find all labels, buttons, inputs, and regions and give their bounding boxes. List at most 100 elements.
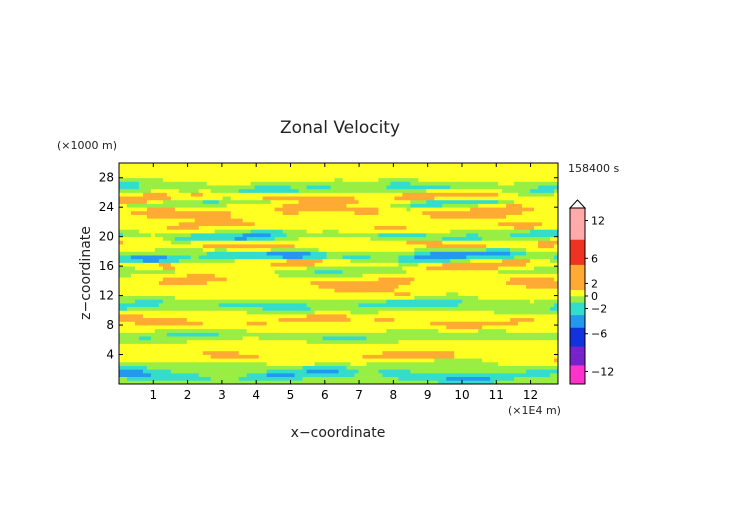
field-cell [178,291,184,296]
field-cell [126,310,132,315]
field-cell [170,288,176,293]
field-cell [166,207,172,212]
field-cell [170,177,176,182]
field-cell [326,306,331,311]
field-cell [222,269,228,274]
field-cell [286,376,292,381]
field-cell [150,277,156,282]
field-cell [146,306,152,311]
field-cell [382,325,387,330]
field-cell [146,181,152,186]
field-cell [434,210,439,215]
field-cell [442,163,447,168]
field-cell [298,350,303,355]
field-cell [234,369,240,374]
field-cell [350,214,355,219]
field-cell [154,358,160,363]
field-cell [178,207,184,212]
field-cell [174,185,180,190]
field-cell [230,199,236,204]
field-cell [294,336,299,341]
field-cell [230,302,236,308]
field-cell [218,207,224,212]
field-cell [410,269,415,274]
field-cell [330,225,335,230]
field-cell [182,347,188,352]
field-cell [378,236,383,241]
field-cell [278,343,284,348]
field-cell [426,336,431,341]
field-cell [322,321,327,326]
field-cell [362,284,367,289]
field-cell [142,380,148,385]
field-cell [306,321,311,326]
field-cell [242,163,248,168]
field-cell [278,369,284,374]
field-cell [226,218,232,223]
field-cell [198,163,204,168]
field-cell [326,221,331,227]
field-cell [434,361,439,366]
field-cell [134,284,140,289]
field-cell [119,221,124,227]
field-cell [266,203,272,208]
field-cell [210,332,216,337]
field-cell [362,247,367,252]
field-cell [390,325,395,330]
field-cell [186,218,192,223]
field-cell [234,328,240,333]
field-cell [306,365,311,370]
field-cell [242,255,248,260]
field-cell [126,196,132,201]
field-cell [254,321,260,326]
field-cell [266,280,272,285]
field-cell [198,365,204,370]
field-cell [246,284,252,289]
field-cell [258,284,264,289]
field-cell [366,280,371,285]
field-cell [278,365,284,370]
field-cell [386,291,391,296]
field-cell [414,210,419,215]
field-cell [370,266,375,271]
field-cell [286,199,292,204]
field-cell [410,336,415,341]
field-cell [198,295,204,300]
field-cell [286,354,292,359]
field-cell [426,332,431,337]
field-cell [202,317,208,322]
field-cell [138,343,144,348]
field-cell [270,317,276,322]
field-cell [210,306,216,311]
field-cell [174,365,180,370]
field-cell [214,199,220,204]
field-cell [270,380,276,385]
field-cell [198,339,204,344]
field-cell [119,273,124,278]
field-cell [166,240,172,245]
field-cell [438,284,443,289]
field-cell [394,288,399,293]
field-cell [402,192,407,197]
field-cell [430,214,435,219]
field-cell [382,288,387,293]
field-cell [342,177,347,182]
field-cell [126,262,132,267]
field-cell [338,354,343,359]
field-cell [346,354,351,359]
field-cell [402,354,407,359]
field-cell [198,166,204,171]
field-cell [294,174,299,179]
field-cell [314,354,319,359]
field-cell [186,339,192,344]
field-cell [382,306,387,311]
field-cell [246,310,252,315]
field-cell [130,229,136,234]
field-cell [378,174,383,179]
field-cell [154,354,160,359]
field-cell [342,321,347,326]
field-cell [210,232,216,238]
field-cell [302,347,307,352]
field-cell [210,299,216,304]
field-cell [358,203,363,208]
